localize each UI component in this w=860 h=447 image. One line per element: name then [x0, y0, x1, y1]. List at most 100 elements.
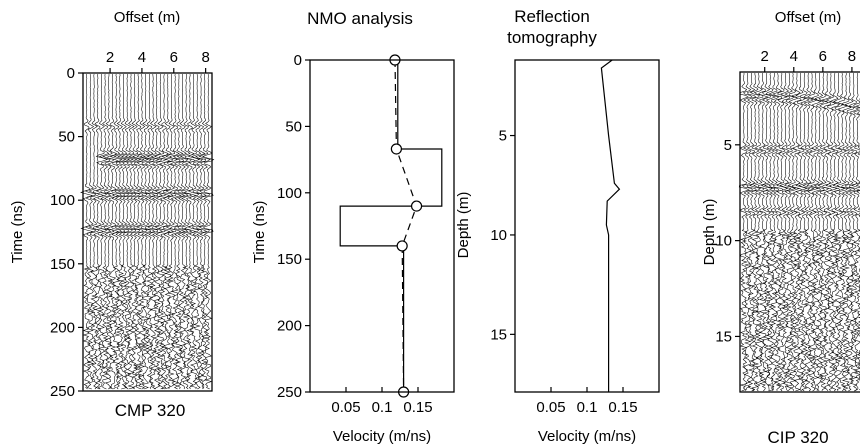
tomo-xtick-label-0: 0.05 [536, 399, 565, 416]
tomo-series [600, 59, 621, 392]
cip-trace-3 [748, 73, 762, 392]
cmp-trace-20 [153, 73, 168, 390]
cmp-trace-29 [187, 74, 201, 390]
cip-gather-traces [738, 72, 860, 392]
cmp-y-axis-label: Time (ns) [9, 201, 26, 264]
cmp-trace-30 [190, 73, 204, 390]
cmp-ytick-label-4: 200 [50, 319, 75, 336]
cip-trace-6 [760, 72, 774, 392]
panel-cmp: Offset (m) 2 4 6 8 0 50 100 150 200 250 Time (ns… [9, 9, 215, 420]
nmo-ytick-label-5: 250 [277, 384, 302, 401]
cip-offset-label: Offset (m) [775, 9, 841, 26]
nmo-pick-point-3 [396, 240, 408, 252]
cmp-trace-18 [146, 73, 160, 390]
tomo-title-line2: tomography [507, 28, 597, 47]
cmp-y-ticks: 0 50 100 150 200 250 [50, 65, 83, 400]
cmp-trace-2 [88, 73, 101, 390]
cip-trace-28 [844, 73, 856, 392]
cmp-trace-12 [124, 73, 138, 390]
tomo-x-axis-label: Velocity (m/ns) [538, 428, 636, 445]
cip-xtick-label-2: 6 [819, 48, 827, 65]
cmp-trace-0 [80, 73, 94, 390]
cip-trace-20 [813, 73, 825, 392]
cmp-trace-9 [113, 73, 127, 390]
cip-ytick-label-0: 5 [724, 137, 732, 154]
tomo-ytick-label-0: 5 [499, 128, 507, 145]
nmo-xtick-label-1: 0.1 [372, 399, 393, 416]
cip-trace-30 [851, 72, 860, 392]
cip-xtick-label-3: 8 [848, 48, 856, 65]
cip-trace-12 [784, 72, 797, 392]
cip-trace-5 [757, 73, 769, 392]
cmp-trace-26 [176, 73, 189, 390]
cmp-trace-32 [198, 74, 212, 390]
nmo-ytick-label-4: 200 [277, 318, 302, 335]
cmp-x-ticks: 2 4 6 8 [106, 49, 210, 73]
tomo-ytick-label-2: 15 [490, 326, 507, 343]
panel-nmo: NMO analysis 0.05 0.1 0.15 0 50 100 150 200 250… [251, 9, 455, 445]
cmp-ytick-label-0: 0 [67, 65, 75, 82]
cmp-trace-7 [106, 73, 120, 390]
cmp-trace-6 [102, 74, 115, 390]
cip-trace-24 [829, 72, 841, 392]
cip-trace-25 [832, 73, 846, 392]
cmp-trace-4 [95, 73, 109, 390]
nmo-ytick-label-2: 100 [277, 185, 302, 202]
cip-trace-8 [768, 72, 780, 392]
cmp-trace-27 [179, 74, 193, 390]
cip-x-ticks: 2 4 6 8 [761, 48, 856, 72]
cmp-xtick-label-1: 4 [138, 49, 146, 66]
cip-trace-18 [806, 72, 819, 392]
cmp-trace-23 [165, 73, 179, 390]
nmo-x-axis-label: Velocity (m/ns) [333, 428, 431, 445]
nmo-ytick-label-3: 150 [277, 251, 302, 268]
cip-trace-7 [763, 72, 776, 392]
cmp-ytick-label-2: 100 [50, 192, 75, 209]
cip-xtick-label-0: 2 [761, 48, 769, 65]
cip-trace-14 [792, 73, 803, 392]
cmp-trace-3 [92, 73, 105, 390]
cip-trace-16 [798, 72, 811, 392]
nmo-title: NMO analysis [307, 9, 413, 28]
cmp-trace-22 [161, 73, 175, 390]
cmp-trace-8 [109, 73, 123, 390]
cmp-caption: CMP 320 [115, 401, 186, 420]
cip-trace-9 [772, 72, 784, 392]
cip-trace-10 [776, 72, 789, 392]
tomo-xtick-label-2: 0.15 [608, 399, 637, 416]
cmp-offset-label: Offset (m) [114, 9, 180, 26]
tomo-velocity-line [600, 59, 621, 392]
cmp-trace-10 [117, 74, 130, 390]
cip-trace-19 [810, 72, 822, 392]
cip-trace-26 [836, 72, 849, 392]
cip-trace-2 [746, 73, 757, 392]
tomo-frame [514, 59, 660, 393]
cmp-xtick-label-2: 6 [170, 49, 178, 66]
nmo-ytick-label-1: 50 [285, 118, 302, 135]
cip-ytick-label-1: 10 [715, 233, 732, 250]
cip-trace-11 [779, 72, 792, 392]
cip-trace-23 [825, 72, 838, 392]
cip-frame [739, 71, 860, 393]
cip-caption: CIP 320 [767, 428, 828, 447]
cip-trace-27 [841, 72, 852, 392]
tomo-ytick-label-1: 10 [490, 227, 507, 244]
nmo-interval-velocity-line [339, 60, 443, 392]
nmo-pick-point-1 [390, 143, 402, 155]
cmp-trace-1 [84, 73, 97, 390]
cip-ytick-label-2: 15 [715, 328, 732, 345]
cip-trace-1 [741, 72, 753, 392]
cmp-trace-14 [131, 73, 145, 390]
cip-y-ticks: 5 10 15 [715, 137, 740, 345]
tomo-title-line1: Reflection [514, 7, 590, 26]
tomo-xtick-label-1: 0.1 [577, 399, 598, 416]
cmp-trace-24 [169, 73, 182, 390]
cip-y-axis-label: Depth (m) [701, 199, 718, 266]
cip-trace-29 [848, 72, 860, 392]
cmp-trace-21 [157, 73, 171, 390]
nmo-series [339, 54, 443, 398]
tomo-y-axis-label: Depth (m) [455, 192, 472, 259]
nmo-y-ticks: 0 50 100 150 200 250 [277, 52, 310, 401]
cmp-ytick-label-1: 50 [58, 129, 75, 146]
